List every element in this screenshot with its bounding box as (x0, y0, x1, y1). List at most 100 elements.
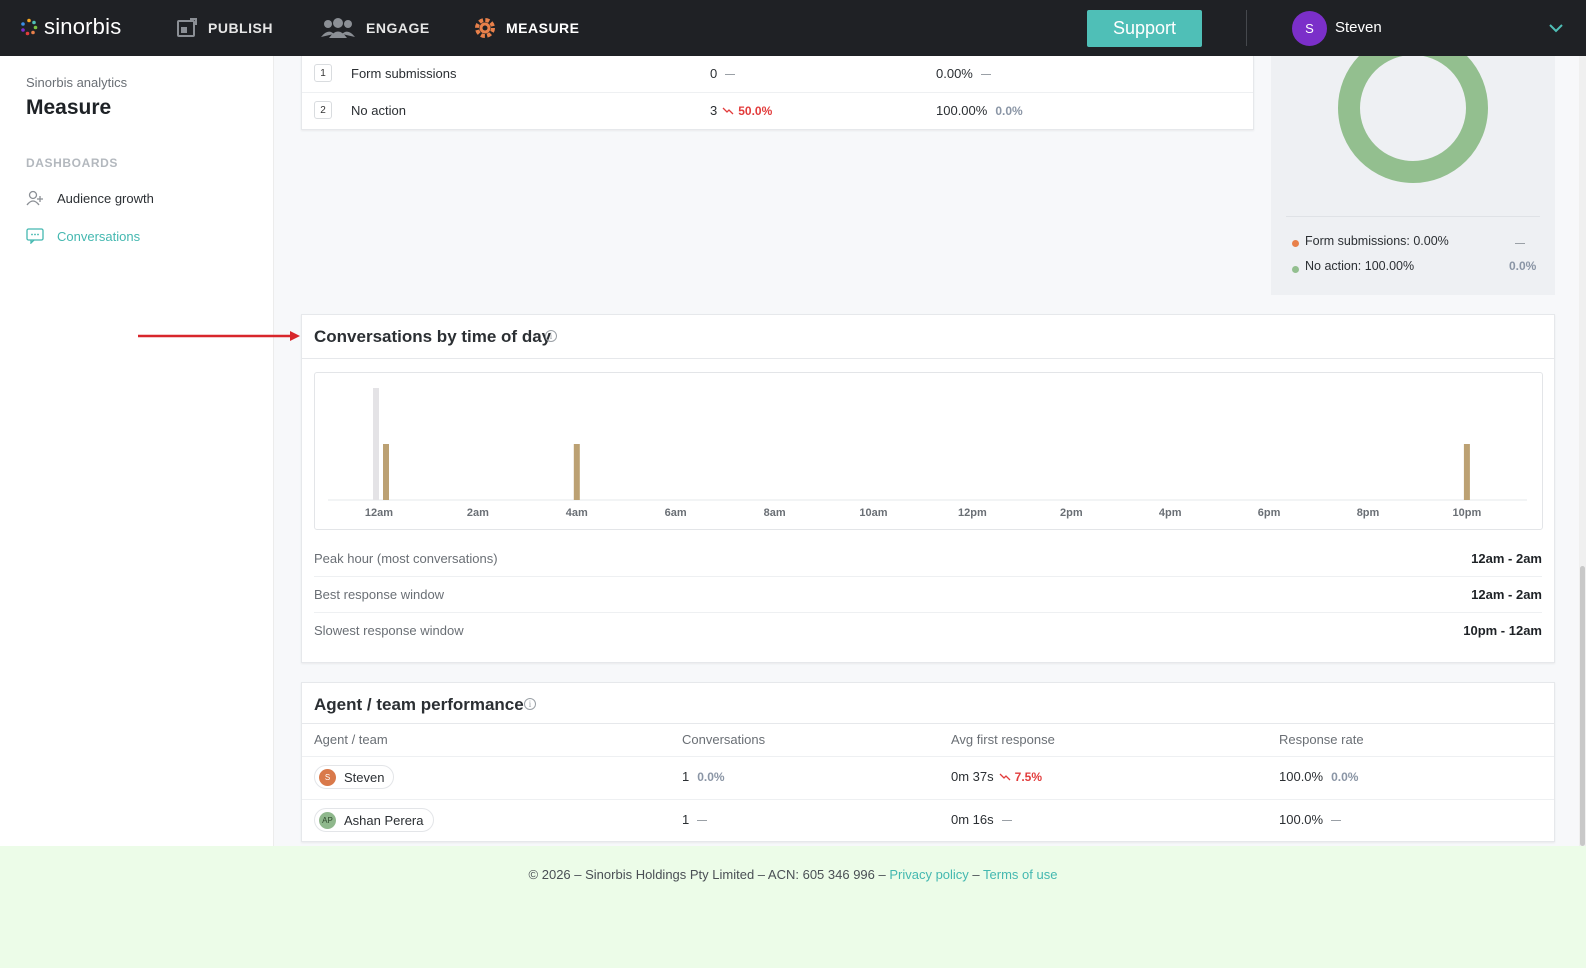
time-of-day-chart: 12am 2am 4am 6am 8am 10am 12pm 2pm 4pm 6pm 8pm 10pm (328, 388, 1527, 519)
stat-value: 12am - 2am (1471, 551, 1542, 566)
sidebar-item-conversations[interactable]: Conversations (26, 228, 140, 244)
no-change-dash (980, 74, 991, 76)
action-percent: 0.00% (936, 66, 991, 81)
x-tick-label: 6pm (1258, 507, 1281, 519)
stat-label: Slowest response window (314, 623, 464, 638)
chart-bar-12am[interactable] (383, 444, 389, 500)
x-tick-label: 12pm (958, 507, 987, 519)
sidebar-item-label: Audience growth (57, 190, 154, 206)
footer: © 2026 – Sinorbis Holdings Pty Limited –… (0, 846, 1586, 968)
sidebar-item-label: Conversations (57, 228, 141, 244)
agent-chip[interactable]: S Steven (314, 765, 395, 789)
avg-response-change: 7.5% (1014, 770, 1042, 784)
sidebar-item-audience-growth[interactable]: Audience growth (26, 190, 154, 206)
publish-icon (177, 18, 197, 37)
actions-donut-card: Form submissions: 0.00% No action: 100.0… (1271, 56, 1555, 295)
agent-performance-card: Agent / team performance i Agent / team … (301, 682, 1555, 842)
footer-text: © 2026 – Sinorbis Holdings Pty Limited –… (0, 867, 1586, 882)
agent-conversations: 1 0.0% (682, 769, 725, 784)
avg-response-value: 0m 37s (951, 769, 994, 784)
user-name[interactable]: Steven (1335, 19, 1382, 36)
actions-donut-chart (1338, 56, 1488, 183)
chart-bar-12am[interactable] (373, 388, 379, 500)
column-header-response-rate: Response rate (1279, 732, 1364, 747)
stat-value: 12am - 2am (1471, 587, 1542, 602)
agent-name: Ashan Perera (344, 812, 424, 828)
action-count-value: 0 (710, 66, 718, 81)
x-tick-label: 8pm (1357, 507, 1380, 519)
stat-row-peak-hour: Peak hour (most conversations) 12am - 2a… (314, 542, 1542, 577)
action-count: 0 (710, 66, 736, 81)
top-navigation-bar: sinorbis PUBLISH ENGAGE MEASURE Support … (0, 0, 1586, 56)
conversations-value: 1 (682, 812, 690, 827)
card-header-divider (302, 723, 1554, 724)
x-tick-label: 8am (764, 507, 786, 519)
time-of-day-card: Conversations by time of day i 12am 2am 4a… (301, 314, 1555, 663)
agent-chip[interactable]: AP Ashan Perera (314, 808, 434, 832)
action-percent-value: 100.00% (936, 103, 988, 118)
chart-bar-4am[interactable] (573, 444, 580, 500)
legend-change: 0.0% (1509, 259, 1537, 273)
legend-divider (1286, 216, 1540, 217)
percent-change: 0.0% (995, 104, 1023, 118)
sinorbis-logo[interactable]: sinorbis (20, 14, 121, 40)
info-icon[interactable]: i (524, 698, 536, 710)
agent-avg-response: 0m 37s 7.5% (951, 769, 1042, 784)
no-change-dash (725, 74, 736, 76)
stat-row-best-response: Best response window 12am - 2am (314, 578, 1542, 613)
x-tick-label: 10am (859, 507, 887, 519)
x-tick-label: 12am (365, 507, 393, 519)
sidebar-title: Measure (26, 96, 112, 119)
column-header-conversations: Conversations (682, 732, 766, 747)
stat-label: Best response window (314, 587, 445, 602)
agent-conversations: 1 (682, 812, 708, 827)
measure-icon (475, 18, 495, 38)
agent-performance-title: Agent / team performance (314, 695, 524, 714)
engage-icon (321, 18, 355, 38)
privacy-policy-link[interactable]: Privacy policy (889, 867, 969, 882)
trend-down-icon (722, 107, 734, 115)
x-tick-label: 2am (467, 507, 489, 519)
agent-avg-response: 0m 16s (951, 812, 1012, 827)
user-avatar[interactable]: S (1292, 11, 1327, 46)
footer-separator: – (968, 867, 984, 882)
nav-publish[interactable]: PUBLISH (176, 17, 273, 39)
logo-text: sinorbis (44, 14, 122, 39)
stat-row-slowest-response: Slowest response window 10pm - 12am (314, 614, 1542, 649)
legend-label: Form submissions: 0.00% (1305, 234, 1449, 248)
page-scrollbar-thumb[interactable] (1580, 566, 1585, 846)
sidebar-section-heading: DASHBOARDS (26, 156, 119, 170)
nav-measure[interactable]: MEASURE (474, 17, 580, 39)
row-number: 1 (314, 64, 332, 82)
nav-engage[interactable]: ENGAGE (320, 17, 430, 39)
sidebar: Sinorbis analytics Measure DASHBOARDS Au… (0, 56, 274, 846)
sinorbis-logo-mark-icon (21, 18, 38, 36)
x-tick-label: 4am (566, 507, 588, 519)
chart-bar-10pm[interactable] (1463, 444, 1470, 500)
time-of-day-chart-frame: 12am 2am 4am 6am 8am 10am 12pm 2pm 4pm 6pm 8pm 10pm (314, 372, 1543, 530)
card-header-divider (302, 358, 1554, 359)
column-header-avg-first-response: Avg first response (951, 732, 1055, 747)
terms-of-use-link[interactable]: Terms of use (983, 867, 1058, 882)
action-percent-value: 0.00% (936, 66, 973, 81)
chat-icon (26, 228, 44, 244)
agent-name: Steven (344, 769, 385, 785)
row-divider (302, 92, 1253, 93)
legend-dot-form-submissions (1292, 240, 1299, 247)
x-tick-label: 6am (665, 507, 687, 519)
legend-label: No action: 100.00% (1305, 259, 1415, 273)
action-count-value: 3 (710, 103, 718, 118)
row-divider (302, 756, 1554, 757)
column-header-agent: Agent / team (314, 732, 388, 747)
copyright-text: © 2026 – Sinorbis Holdings Pty Limited –… (528, 867, 890, 882)
no-change-dash (1001, 820, 1012, 822)
support-button[interactable]: Support (1087, 10, 1202, 47)
nav-engage-label: ENGAGE (366, 20, 430, 36)
agent-response-rate: 100.0% 0.0% (1279, 769, 1358, 784)
page-scrollbar-track[interactable] (1579, 56, 1586, 846)
annotation-arrow-icon (138, 331, 300, 341)
info-icon[interactable]: i (545, 330, 557, 342)
audience-icon (26, 190, 43, 206)
chevron-down-icon[interactable] (1548, 20, 1564, 36)
avatar: S (319, 768, 336, 786)
